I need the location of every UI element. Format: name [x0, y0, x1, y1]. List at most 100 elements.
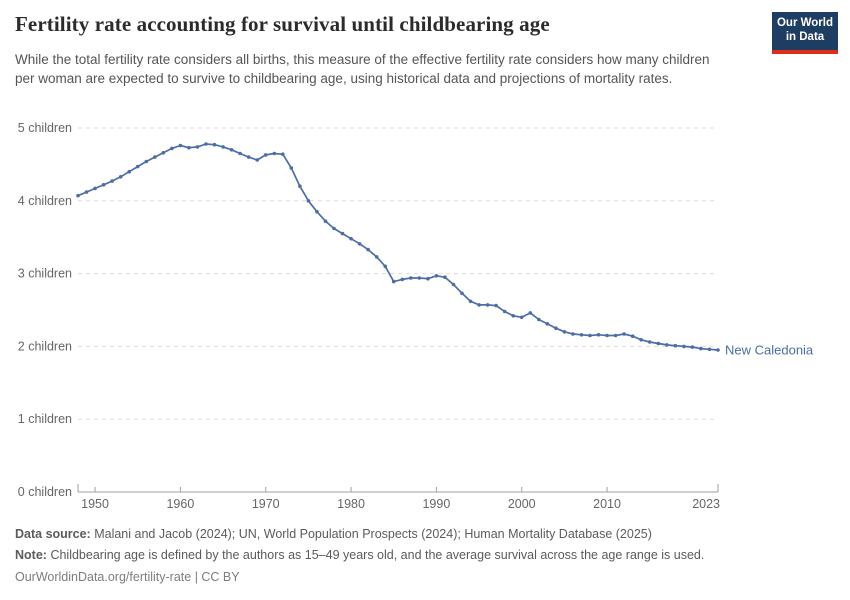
data-point: [477, 303, 481, 307]
x-axis-label-2000: 2000: [508, 497, 536, 511]
note-line: Note: Childbearing age is defined by the…: [15, 548, 815, 562]
data-point: [281, 152, 285, 156]
chart-footer: Data source: Malani and Jacob (2024); UN…: [15, 527, 815, 591]
data-point: [707, 347, 712, 352]
data-point: [554, 326, 558, 330]
data-point: [332, 226, 336, 231]
data-point: [84, 190, 89, 194]
data-point: [118, 175, 123, 179]
data-point: [349, 236, 353, 241]
data-point: [613, 333, 618, 338]
y-axis-label-5: 5 children: [18, 121, 72, 135]
y-axis-label-0: 0 children: [18, 485, 72, 499]
data-point: [639, 338, 643, 342]
data-point: [315, 209, 319, 214]
data-point: [357, 242, 362, 246]
data-point: [417, 276, 422, 280]
data-point: [93, 186, 97, 191]
data-source-text: Malani and Jacob (2024); UN, World Popul…: [94, 527, 652, 541]
logo-line-2: in Data: [785, 31, 825, 43]
owid-logo: Our World in Data: [772, 12, 838, 54]
data-point: [298, 184, 302, 188]
data-point: [443, 275, 447, 279]
data-point: [366, 247, 370, 252]
data-point: [647, 340, 652, 344]
logo-line-1: Our World: [776, 17, 833, 30]
url-license-line: OurWorldinData.org/fertility-rate | CC B…: [15, 569, 240, 584]
data-point: [323, 219, 328, 223]
data-point: [665, 343, 669, 347]
x-axis-label-1950: 1950: [81, 497, 109, 511]
data-point: [682, 344, 686, 349]
data-point: [306, 199, 311, 203]
data-point: [272, 151, 277, 156]
data-point: [195, 145, 200, 149]
data-point: [562, 330, 567, 334]
data-point: [451, 282, 456, 287]
data-point: [161, 151, 166, 155]
data-point: [502, 309, 507, 314]
data-point: [468, 299, 473, 304]
data-point: [588, 333, 592, 338]
data-point: [204, 142, 208, 146]
data-point: [212, 142, 217, 147]
data-point: [716, 348, 720, 352]
data-point: [690, 345, 695, 349]
data-point: [571, 332, 575, 336]
data-point: [289, 166, 294, 170]
x-axis-label-2023: 2023: [692, 497, 720, 511]
data-point: [400, 277, 405, 282]
data-point: [630, 334, 635, 338]
data-point: [656, 341, 661, 346]
data-source-line: Data source: Malani and Jacob (2024); UN…: [15, 527, 815, 541]
data-point: [528, 311, 533, 315]
data-point: [460, 291, 464, 296]
data-point: [605, 333, 609, 338]
data-point: [622, 332, 626, 336]
data-source-label: Data source:: [15, 527, 91, 541]
y-axis-label-1: 1 children: [18, 412, 72, 426]
chart-subtitle: While the total fertility rate considers…: [15, 52, 710, 87]
note-text: Childbearing age is defined by the autho…: [50, 548, 705, 563]
x-axis-label-1960: 1960: [166, 497, 194, 511]
data-point: [383, 264, 388, 269]
data-point: [374, 255, 379, 259]
data-point: [144, 159, 149, 164]
data-point: [434, 274, 439, 278]
data-point: [221, 145, 225, 149]
data-point: [178, 143, 183, 148]
data-point: [519, 315, 524, 320]
data-point: [699, 346, 703, 351]
x-axis-label-1990: 1990: [422, 497, 450, 511]
data-point: [340, 231, 345, 236]
data-point: [187, 145, 191, 150]
data-point: [255, 158, 259, 162]
data-point: [110, 179, 114, 183]
data-point: [153, 155, 157, 159]
data-point: [579, 333, 584, 337]
x-axis-label-2010: 2010: [593, 497, 621, 511]
data-point: [135, 164, 140, 169]
data-point: [76, 193, 80, 198]
data-point: [426, 276, 430, 281]
note-label: Note:: [15, 548, 47, 563]
data-point: [127, 169, 131, 174]
data-point: [545, 322, 550, 326]
page-title: Fertility rate accounting for survival u…: [15, 12, 550, 36]
data-point: [391, 279, 396, 284]
series-line-new-caledonia[interactable]: [77, 143, 719, 351]
data-point: [238, 151, 242, 156]
data-point: [263, 153, 268, 157]
y-axis-label-4: 4 children: [18, 194, 72, 208]
x-axis-label-1970: 1970: [252, 497, 280, 511]
data-point: [537, 317, 541, 322]
data-point: [485, 303, 490, 307]
entity-label[interactable]: New Caledonia: [725, 343, 814, 358]
data-point: [409, 276, 413, 280]
data-point: [229, 148, 234, 152]
x-axis-label-1980: 1980: [337, 497, 365, 511]
data-point: [596, 333, 601, 337]
data-point: [494, 303, 498, 308]
line-chart: 0 children 1 children 2 children 3 children…: [18, 121, 814, 511]
